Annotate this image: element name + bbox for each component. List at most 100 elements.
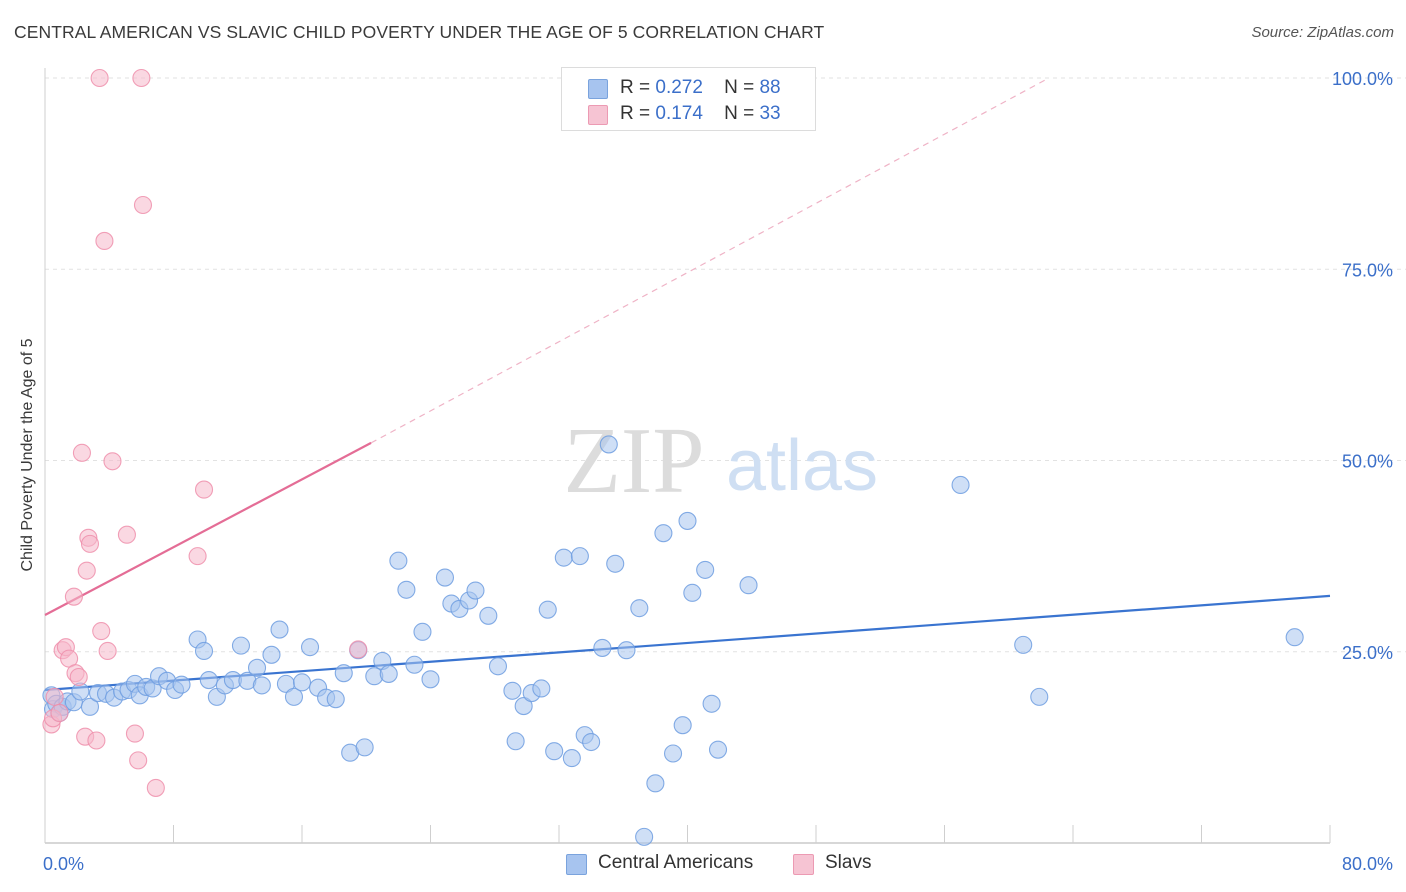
watermark-atlas: atlas [726,426,878,506]
n-label: N = [724,77,755,98]
point-central-american [702,694,721,713]
point-central-american [194,641,214,661]
point-central-american [606,554,625,573]
y-tick-label: 75.0% [1342,260,1393,280]
point-central-american [413,622,432,641]
chart-title: CENTRAL AMERICAN VS SLAVIC CHILD POVERTY… [14,22,825,42]
point-central-american [466,581,485,600]
point-central-american [683,583,702,602]
point-central-american [617,641,636,660]
point-central-american [1285,628,1304,647]
tick-labels: 25.0% 50.0% 75.0% 100.0% 0.0% 80.0% [43,69,1393,874]
point-central-american [599,435,618,454]
point-slav [77,561,96,580]
correlation-legend: R = 0.272 N = 88 R = 0.174 N = 33 [561,67,816,131]
point-central-american [379,664,398,683]
r-value: 0.174 [655,103,703,124]
x-tick-label: 0.0% [43,854,84,874]
point-central-american [673,716,692,735]
point-central-american [506,732,525,751]
point-central-american [635,827,654,846]
point-central-american [532,679,551,698]
point-central-american [334,664,353,683]
source-credit: Source: ZipAtlas.com [1251,24,1394,41]
trend-line [44,441,372,617]
point-central-american [252,676,271,695]
y-tick-label: 100.0% [1332,69,1393,89]
point-slav [90,68,109,88]
bottom-legend-label: Slavs [825,852,872,873]
point-central-american [1014,635,1033,654]
point-slav [103,452,122,471]
point-central-american [545,742,564,761]
n-label: N = [724,103,755,124]
r-value: 0.272 [655,77,703,98]
point-slav [69,667,88,687]
gridlines [45,77,1406,653]
n-value: 33 [759,103,781,124]
point-slav [117,525,136,544]
point-central-american [582,732,601,752]
point-slav [132,68,151,88]
point-central-american [80,697,100,716]
point-slav [95,231,114,250]
point-central-american [270,620,289,639]
point-central-american [708,740,728,759]
point-slav [129,751,148,770]
point-central-american [231,636,251,655]
point-central-american [739,576,758,595]
y-tick-label: 25.0% [1342,643,1393,663]
point-central-american [663,744,683,763]
point-central-american [696,560,715,579]
point-central-american [292,673,312,692]
point-central-american [172,675,191,694]
point-slav [98,641,117,661]
point-central-american [284,687,304,706]
point-slav [45,687,64,706]
point-slav [92,622,111,641]
point-slav [133,195,153,215]
point-central-american [479,606,498,625]
watermark-zip: ZIP [564,409,705,513]
point-slav [64,587,83,606]
point-central-american [630,599,649,618]
point-central-american [326,690,345,709]
point-central-american [646,774,665,793]
point-central-american [405,655,424,674]
bottom-legend-swatch-pink [793,854,814,875]
point-slav [125,724,144,743]
n-value: 88 [759,77,781,98]
x-tick-label: 80.0% [1342,854,1393,874]
point-central-american [1030,687,1049,706]
point-central-american [678,511,697,530]
point-central-american [355,738,374,757]
y-tick-label: 50.0% [1342,452,1393,472]
point-central-american [570,547,589,566]
point-central-american [514,697,533,716]
point-slav [80,534,100,553]
point-central-american [262,645,281,664]
point-central-american [562,749,581,768]
axes [44,68,1331,844]
point-central-american [554,548,573,567]
point-slav [146,778,165,797]
r-label: R = [620,77,651,98]
point-central-american [593,638,612,657]
point-central-american [951,475,970,495]
point-central-american [421,670,440,689]
point-slav [349,640,368,659]
point-central-american [654,524,673,543]
point-central-american [503,681,522,700]
point-central-american [199,671,218,690]
point-slav [50,703,69,723]
point-central-american [247,658,267,677]
point-central-american [538,600,557,619]
point-slav [194,480,214,499]
bottom-legend-label: Central Americans [598,852,754,873]
r-label: R = [620,103,651,124]
point-slav [188,547,207,566]
watermark: ZIP atlas [564,409,879,513]
data-points [42,68,1304,846]
point-central-american [397,580,416,599]
